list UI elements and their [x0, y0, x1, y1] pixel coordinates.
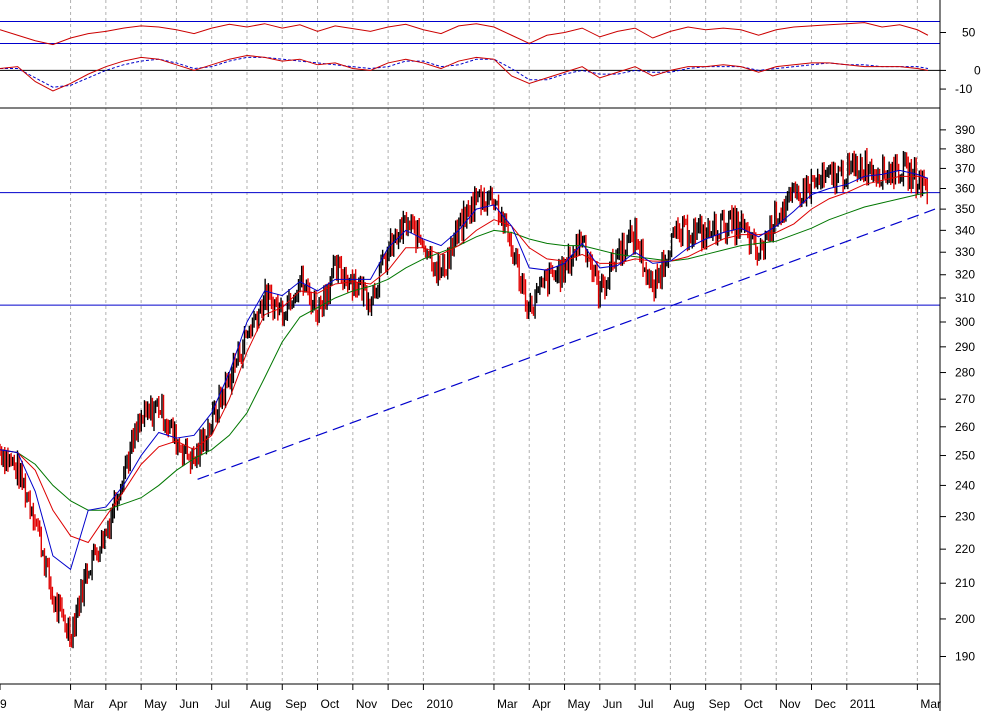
x-tick-label: Dec [391, 697, 412, 711]
price-tick-label: 340 [955, 223, 975, 237]
x-tick-label: 2010 [426, 697, 453, 711]
x-tick-label: Oct [744, 697, 763, 711]
price-tick-label: 260 [955, 420, 975, 434]
oscillator-panel-2: 0-10 [0, 54, 981, 96]
oscillator-2-signal-line [0, 56, 929, 88]
price-tick-label: 300 [955, 315, 975, 329]
price-tick-label: 280 [955, 366, 975, 380]
grid-lines [70, 0, 918, 684]
x-tick-label: Nov [779, 697, 800, 711]
x-tick-label: Jun [603, 697, 622, 711]
price-tick-label: 350 [955, 202, 975, 216]
x-tick-label: Aug [673, 697, 694, 711]
price-tick-label: 270 [955, 392, 975, 406]
price-bars [0, 147, 928, 649]
price-tick-label: 200 [955, 612, 975, 626]
x-tick-label: Jun [179, 697, 198, 711]
x-tick-label: 9 [0, 697, 7, 711]
x-tick-label: Jul [638, 697, 653, 711]
x-tick-label: May [568, 697, 591, 711]
x-tick-label: Nov [356, 697, 377, 711]
price-tick-label: 360 [955, 181, 975, 195]
ma-medium-line [0, 175, 929, 544]
oscillator-1-line [0, 22, 929, 46]
oscillator-2-tick-label: 0 [974, 63, 981, 77]
oscillator-2-line [0, 54, 929, 92]
x-tick-label: Oct [321, 697, 340, 711]
price-tick-label: 370 [955, 161, 975, 175]
x-axis: 9 Mar Apr May Jun Jul Aug Sep Oct Nov Dec 2010 Mar Ap… [0, 684, 941, 711]
oscillator-1-tick-label: 50 [962, 26, 976, 40]
x-tick-label: Jul [215, 697, 230, 711]
x-tick-label: Apr [109, 697, 128, 711]
price-tick-label: 380 [955, 142, 975, 156]
x-tick-label: May [144, 697, 167, 711]
price-tick-label: 190 [955, 650, 975, 664]
trendline [197, 208, 936, 480]
x-tick-label: Aug [250, 697, 271, 711]
price-tick-label: 230 [955, 510, 975, 524]
x-tick-label: Apr [532, 697, 551, 711]
price-tick-label: 320 [955, 268, 975, 282]
ma-short-line [0, 169, 929, 571]
price-tick-label: 210 [955, 576, 975, 590]
x-tick-label: 2011 [850, 697, 876, 711]
x-tick-label: Sep [709, 697, 731, 711]
price-tick-label: 220 [955, 542, 975, 556]
price-panel: 190 200 210 220 230 240 250 260 270 280 290 300 310 3… [0, 123, 975, 664]
oscillator-panel-1: 50 [0, 21, 976, 46]
x-tick-label: Dec [815, 697, 836, 711]
price-tick-label: 310 [955, 291, 975, 305]
x-tick-label: Mar [497, 697, 518, 711]
price-tick-label: 390 [955, 123, 975, 137]
price-tick-label: 330 [955, 245, 975, 259]
x-tick-label: Mar [920, 697, 941, 711]
x-tick-label: Sep [285, 697, 307, 711]
ma-long-line [0, 192, 929, 511]
price-tick-label: 240 [955, 478, 975, 492]
price-tick-label: 290 [955, 340, 975, 354]
oscillator-2-tick-label: -10 [955, 82, 973, 96]
price-tick-label: 250 [955, 449, 975, 463]
x-tick-label: Mar [74, 697, 95, 711]
